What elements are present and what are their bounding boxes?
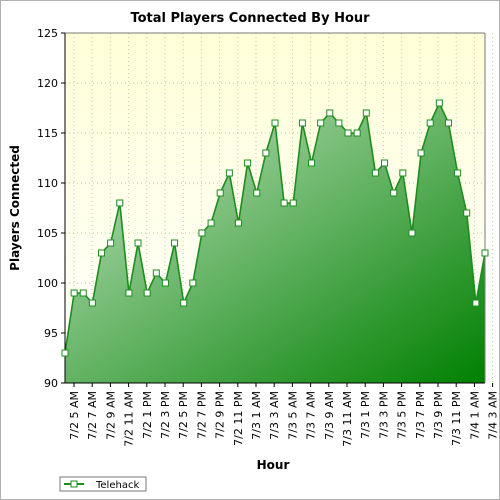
data-point: [353, 129, 361, 137]
series-area-fill: [65, 103, 485, 383]
data-point: [107, 239, 115, 247]
y-tick-label: 115: [37, 127, 58, 140]
data-point: [271, 119, 279, 127]
data-point: [88, 299, 96, 307]
data-point: [326, 109, 334, 117]
x-tick-label: 7/3 5 PM: [396, 391, 409, 439]
data-point: [253, 189, 261, 197]
x-tick-label: 7/3 11 PM: [450, 391, 463, 446]
data-point: [143, 289, 151, 297]
x-tick-label: 7/2 11 AM: [123, 391, 136, 447]
y-axis-ticks: 90 95 100 105 110 115 120 125: [37, 27, 65, 390]
data-point: [289, 199, 297, 207]
x-tick-label: 7/3 3 PM: [377, 391, 390, 439]
x-tick-label: 7/3 9 AM: [323, 391, 336, 440]
x-tick-label: 7/2 7 AM: [86, 391, 99, 440]
x-tick-label: 7/3 5 AM: [286, 391, 299, 440]
data-point: [335, 119, 343, 127]
data-point: [417, 149, 425, 157]
x-tick-label: 7/2 11 PM: [232, 391, 245, 446]
legend-swatch-marker: [70, 480, 78, 488]
data-point: [444, 119, 452, 127]
x-tick-label: 7/3 1 AM: [250, 391, 263, 440]
axes: [64, 32, 486, 384]
data-point: [454, 169, 462, 177]
data-point: [280, 199, 288, 207]
data-point: [152, 269, 160, 277]
y-tick-label: 105: [37, 227, 58, 240]
x-axis-ticks: 7/2 5 AM 7/2 7 AM 7/2 9 AM 7/2 11 AM 7/2 1 P…: [68, 383, 500, 447]
y-tick-label: 100: [37, 277, 58, 290]
data-point: [344, 129, 352, 137]
x-tick-label: 7/2 5 AM: [68, 391, 81, 440]
data-point: [399, 169, 407, 177]
data-point: [262, 149, 270, 157]
x-tick-label: 7/3 7 AM: [305, 391, 318, 440]
data-point: [98, 249, 106, 257]
data-point: [244, 159, 252, 167]
y-axis-title: Players Connected: [8, 145, 22, 271]
data-point: [207, 219, 215, 227]
y-tick-label: 120: [37, 77, 58, 90]
data-point: [408, 229, 416, 237]
y-tick-label: 125: [37, 27, 58, 40]
data-point: [198, 229, 206, 237]
data-point: [161, 279, 169, 287]
y-tick-label: 90: [44, 377, 58, 390]
legend: Telehack: [59, 476, 147, 492]
data-point: [189, 279, 197, 287]
data-point: [216, 189, 224, 197]
data-point: [426, 119, 434, 127]
y-tick-label: 110: [37, 177, 58, 190]
x-tick-label: 7/3 11 AM: [341, 391, 354, 447]
data-points: [61, 99, 489, 357]
chart-title: Total Players Connected By Hour: [130, 11, 370, 26]
x-tick-label: 7/3 7 PM: [414, 391, 427, 439]
data-point: [298, 119, 306, 127]
x-tick-label: 7/3 9 PM: [432, 391, 445, 439]
data-point: [134, 239, 142, 247]
x-tick-label: 7/2 3 PM: [159, 391, 172, 439]
data-point: [390, 189, 398, 197]
data-point: [381, 159, 389, 167]
data-point: [61, 349, 69, 357]
data-point: [234, 219, 242, 227]
x-tick-label: 7/4 1 AM: [468, 391, 481, 440]
data-point: [116, 199, 124, 207]
x-tick-label: 7/3 3 AM: [268, 391, 281, 440]
data-point: [362, 109, 370, 117]
data-point: [481, 249, 489, 257]
data-point: [463, 209, 471, 217]
data-point: [435, 99, 443, 107]
x-tick-label: 7/3 1 PM: [359, 391, 372, 439]
data-point: [317, 119, 325, 127]
x-tick-label: 7/2 1 PM: [141, 391, 154, 439]
data-point: [70, 289, 78, 297]
data-point: [180, 299, 188, 307]
data-point: [171, 239, 179, 247]
x-tick-label: 7/4 3 AM: [487, 391, 500, 440]
data-point: [79, 289, 87, 297]
legend-label: Telehack: [95, 480, 139, 491]
data-point: [125, 289, 133, 297]
data-point: [371, 169, 379, 177]
data-point: [308, 159, 316, 167]
y-tick-label: 95: [44, 327, 58, 340]
x-tick-label: 7/2 9 AM: [104, 391, 117, 440]
data-point: [225, 169, 233, 177]
x-tick-label: 7/2 9 PM: [214, 391, 227, 439]
x-axis-title: Hour: [257, 458, 290, 472]
data-point: [472, 299, 480, 307]
x-tick-label: 7/2 7 PM: [195, 391, 208, 439]
x-tick-label: 7/2 5 PM: [177, 391, 190, 439]
legend-box: [59, 476, 147, 492]
